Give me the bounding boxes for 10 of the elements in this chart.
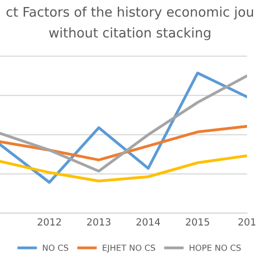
x-tick-label: 2014 [136, 218, 160, 226]
x-tick-label: 2012 [38, 218, 61, 226]
legend-label: HOPE NO CS [190, 244, 241, 251]
chart-title: ct Factors of the history economic jou [6, 6, 253, 20]
legend-label: EJHET NO CS [102, 244, 156, 252]
x-tick-label: 201 [238, 218, 256, 226]
chart-subtitle: without citation stacking [49, 27, 210, 40]
x-tick-label: 2015 [186, 218, 210, 226]
x-tick-label: 2013 [87, 218, 110, 226]
legend-label: NO CS [42, 244, 68, 251]
